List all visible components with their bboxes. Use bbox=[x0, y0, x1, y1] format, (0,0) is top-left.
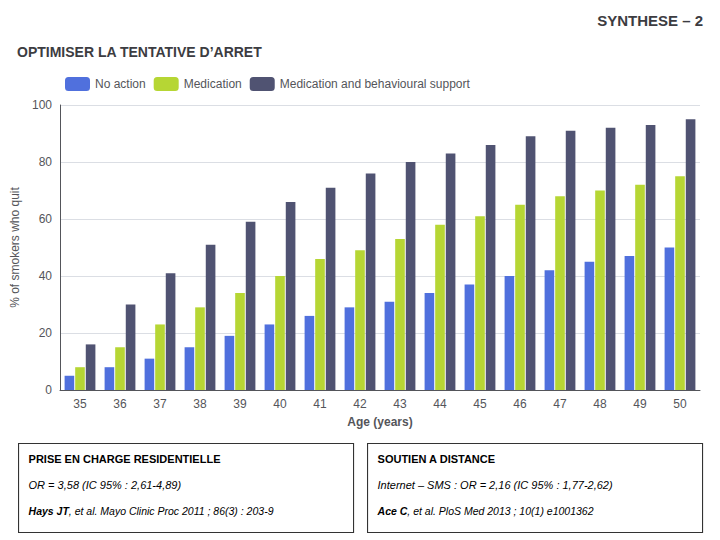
svg-text:SYNTHESE – 2: SYNTHESE – 2 bbox=[597, 12, 703, 29]
svg-text:40: 40 bbox=[273, 397, 287, 411]
svg-text:47: 47 bbox=[553, 397, 567, 411]
svg-text:Age (years): Age (years) bbox=[347, 415, 412, 429]
svg-text:Hays JT: Hays JT bbox=[29, 505, 71, 517]
svg-text:38: 38 bbox=[193, 397, 207, 411]
svg-text:, et al. PloS Med 2013 ; 10(1): , et al. PloS Med 2013 ; 10(1) e1001362 bbox=[407, 505, 593, 517]
svg-text:37: 37 bbox=[153, 397, 167, 411]
svg-text:60: 60 bbox=[39, 212, 53, 226]
svg-text:49: 49 bbox=[633, 397, 647, 411]
svg-text:35: 35 bbox=[73, 397, 87, 411]
svg-text:Ace C: Ace C bbox=[377, 505, 408, 517]
svg-text:40: 40 bbox=[39, 269, 53, 283]
svg-text:SOUTIEN A DISTANCE: SOUTIEN A DISTANCE bbox=[378, 453, 496, 465]
svg-text:44: 44 bbox=[433, 397, 447, 411]
svg-text:42: 42 bbox=[353, 397, 367, 411]
svg-text:OPTIMISER LA TENTATIVE D’ARRET: OPTIMISER LA TENTATIVE D’ARRET bbox=[17, 44, 262, 60]
svg-text:Medication: Medication bbox=[184, 77, 242, 91]
svg-text:20: 20 bbox=[39, 326, 53, 340]
svg-text:Medication and behavioural sup: Medication and behavioural support bbox=[280, 77, 471, 91]
svg-text:OR = 3,58 (IC 95% : 2,61-4,89): OR = 3,58 (IC 95% : 2,61-4,89) bbox=[29, 479, 182, 491]
svg-text:80: 80 bbox=[39, 155, 53, 169]
svg-text:PRISE EN CHARGE RESIDENTIELLE: PRISE EN CHARGE RESIDENTIELLE bbox=[29, 453, 221, 465]
svg-text:% of smokers who quit: % of smokers who quit bbox=[8, 186, 22, 307]
svg-text:, et al. Mayo Clinic Proc 2011: , et al. Mayo Clinic Proc 2011 ; 86(3) :… bbox=[69, 505, 274, 517]
svg-text:50: 50 bbox=[673, 397, 687, 411]
svg-text:39: 39 bbox=[233, 397, 247, 411]
svg-text:100: 100 bbox=[32, 98, 52, 112]
svg-text:43: 43 bbox=[393, 397, 407, 411]
svg-text:36: 36 bbox=[113, 397, 127, 411]
svg-text:48: 48 bbox=[593, 397, 607, 411]
svg-text:45: 45 bbox=[473, 397, 487, 411]
svg-text:No action: No action bbox=[95, 77, 146, 91]
svg-text:46: 46 bbox=[513, 397, 527, 411]
svg-text:41: 41 bbox=[313, 397, 327, 411]
svg-text:0: 0 bbox=[45, 383, 52, 397]
svg-text:Internet – SMS : OR = 2,16 (IC: Internet – SMS : OR = 2,16 (IC 95% : 1,7… bbox=[378, 479, 613, 491]
